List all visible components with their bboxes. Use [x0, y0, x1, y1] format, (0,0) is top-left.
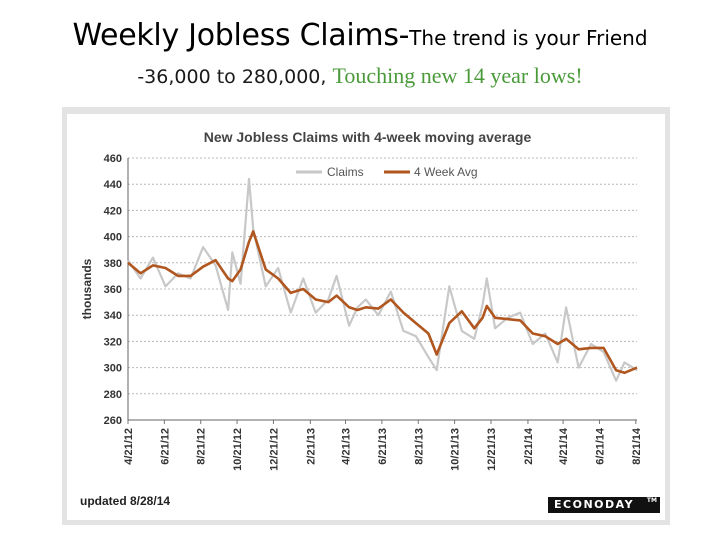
legend-label-claims: Claims [327, 165, 364, 179]
y-tick-label-340: 340 [104, 310, 122, 322]
y-tick-label-260: 260 [104, 415, 122, 427]
x-tick-label-10: 12/21/13 [486, 428, 498, 471]
slide-title: Weekly Jobless Claims-The trend is your … [0, 18, 720, 53]
y-tick-label-320: 320 [104, 336, 122, 348]
x-tick-label-11: 2/21/14 [523, 427, 535, 465]
y-tick-label-440: 440 [104, 179, 122, 191]
x-tick-label-6: 4/21/13 [341, 428, 353, 465]
x-tick-label-0: 4/21/12 [123, 428, 135, 465]
y-tick-label-380: 380 [104, 258, 122, 270]
x-tick-label-5: 2/21/13 [305, 428, 317, 465]
x-tick-label-8: 8/21/13 [413, 428, 425, 465]
slide-title-main: Weekly Jobless Claims- [72, 18, 410, 53]
x-tick-label-9: 10/21/13 [450, 428, 462, 471]
y-axis-label: thousands [80, 258, 94, 319]
x-tick-label-1: 6/21/12 [159, 428, 171, 465]
subtitle-range: -36,000 to 280,000, [137, 66, 333, 88]
updated-note: updated 8/28/14 [80, 494, 171, 508]
chart-title: New Jobless Claims with 4-week moving av… [204, 129, 532, 145]
subtitle-note: Touching new 14 year lows! [332, 63, 583, 88]
y-tick-label-280: 280 [104, 389, 122, 401]
econoday-logo-text: ECONODAY [554, 498, 635, 511]
x-tick-label-12: 4/21/14 [558, 427, 570, 465]
y-tick-label-360: 360 [104, 284, 122, 296]
x-tick-label-7: 6/21/13 [377, 428, 389, 465]
slide-title-tail: The trend is your Friend [409, 26, 648, 50]
y-tick-label-400: 400 [104, 232, 122, 244]
series-line-claims [127, 177, 638, 382]
y-tick-label-420: 420 [104, 205, 122, 217]
x-tick-label-14: 8/21/14 [631, 427, 643, 465]
econoday-logo: ECONODAY TM [548, 497, 660, 513]
x-tick-label-13: 6/21/14 [594, 427, 606, 465]
y-tick-label-460: 460 [104, 153, 122, 165]
x-tick-label-3: 10/21/12 [232, 428, 244, 471]
series-line-4-week-avg [127, 230, 638, 375]
econoday-logo-mark: TM [646, 497, 657, 504]
legend-label-4-week-avg: 4 Week Avg [414, 165, 478, 179]
y-tick-label-300: 300 [104, 363, 122, 375]
x-tick-label-4: 12/21/12 [268, 428, 280, 471]
slide-subtitle: -36,000 to 280,000, Touching new 14 year… [0, 63, 720, 89]
x-tick-label-2: 8/21/12 [196, 428, 208, 465]
